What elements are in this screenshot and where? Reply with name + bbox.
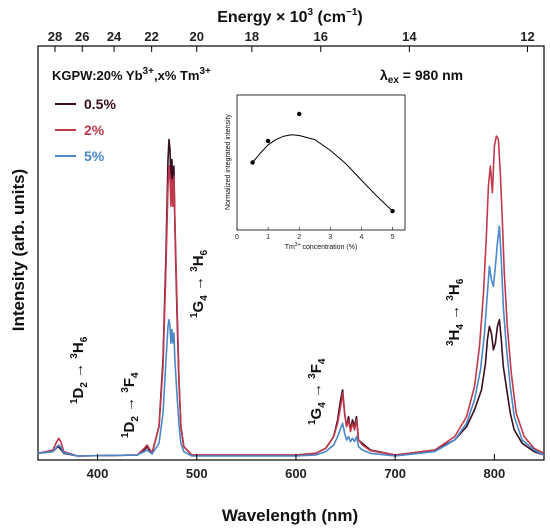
top-tick-label-18: 18 <box>245 29 259 44</box>
y-axis-title: Intensity (arb. units) <box>9 169 28 331</box>
x-tick-label-600: 600 <box>285 466 307 481</box>
inset-y-title: Normalized integrated intensity <box>225 113 232 210</box>
annotation-1g4-3h6: 1G4 → 3H6 <box>189 249 210 318</box>
inset-layer: 0 1 2 3 4 5 <box>235 111 395 241</box>
legend-label-5: 5% <box>84 148 105 164</box>
top-tick-label-16: 16 <box>314 29 328 44</box>
x-tick-label-500: 500 <box>186 466 208 481</box>
x-tick-label-400: 400 <box>87 466 109 481</box>
inset-point-3 <box>390 208 395 214</box>
inset-x-title: Tm3+ concentration (%) <box>285 242 358 251</box>
legend-label-0.5: 0.5% <box>84 96 116 112</box>
inset-point-0 <box>250 160 255 165</box>
inset-frame <box>236 94 406 231</box>
inset-fit-curve <box>252 134 393 212</box>
top-tick-label-12: 12 <box>520 29 534 44</box>
top-tick-label-28: 28 <box>48 29 62 44</box>
legend-label-2: 2% <box>84 122 105 138</box>
inset-point-2 <box>297 111 302 117</box>
x-tick-label-700: 700 <box>384 466 406 481</box>
legend: 0.5% 2% 5% <box>55 96 116 164</box>
annotation-1d2-3f4: 1D2 → 3F4 <box>120 372 141 438</box>
top-axis-title: Energy × 103 (cm−1) <box>217 7 362 26</box>
series-line-2% <box>37 135 545 457</box>
annotation-3h4-3h6: 3H4 → 3H6 <box>445 278 466 346</box>
excitation-label: λex = 980 nm <box>380 67 463 86</box>
plot-frame <box>37 45 545 461</box>
inset-x-tick-label-2: 2 <box>297 234 301 241</box>
inset-point-1 <box>265 138 271 144</box>
inset-x-tick-label-1: 1 <box>266 234 270 241</box>
sample-label: KGPW:20% Yb3+,x% Tm3+ <box>52 66 211 83</box>
transition-annotations: 1D2 → 3H6 1D2 → 3F4 1G4 → 3H6 1G4 → 3F4 … <box>69 249 466 438</box>
x-axis-ticks: 400 500 600 700 800 <box>87 454 506 481</box>
inset-x-tick-label-3: 3 <box>328 234 332 241</box>
annotation-1d2-3h6: 1D2 → 3H6 <box>69 336 90 404</box>
top-tick-label-14: 14 <box>402 29 417 44</box>
inset-x-tick-label-0: 0 <box>235 234 239 241</box>
x-axis-title: Wavelength (nm) <box>222 506 358 525</box>
annotation-1g4-3f4: 1G4 → 3F4 <box>307 358 328 425</box>
top-axis-ticks: 28 26 24 22 20 18 16 14 12 <box>48 29 535 52</box>
top-tick-label-20: 20 <box>190 29 204 44</box>
top-tick-label-22: 22 <box>144 29 158 44</box>
top-tick-label-24: 24 <box>107 29 122 44</box>
inset-x-tick-label-4: 4 <box>359 234 363 241</box>
top-tick-label-26: 26 <box>75 29 89 44</box>
inset-chart: 0 1 2 3 4 5 Normalized integrated intensity T… <box>225 94 406 251</box>
series-layer <box>37 135 545 457</box>
series-line-5% <box>37 225 545 457</box>
x-tick-label-800: 800 <box>484 466 506 481</box>
inset-x-tick-label-5: 5 <box>391 234 395 241</box>
